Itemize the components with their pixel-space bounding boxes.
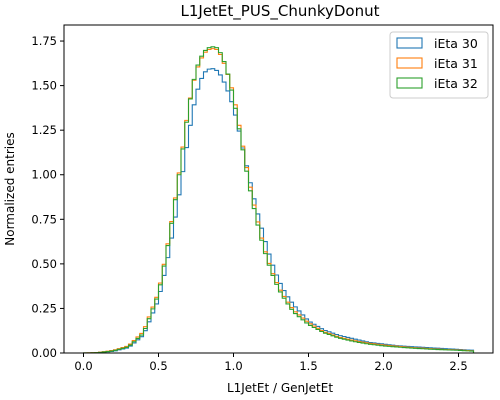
y-axis: 0.00 0.25 0.50 0.75 1.00 1.25 1.50 1.75 [31,34,64,360]
legend: iEta 30 iEta 31 iEta 32 [389,31,489,99]
legend-label-1: iEta 30 [434,36,478,51]
x-tick-label: 2.0 [374,359,392,373]
y-axis-label: Normalized entries [3,132,17,245]
x-tick-label: 0.0 [74,359,92,373]
series-line-1 [82,68,475,354]
x-axis: 0.0 0.5 1.0 1.5 2.0 2.5 [74,353,468,373]
plot-frame [63,24,494,354]
legend-label-2: iEta 31 [434,56,478,71]
legend-swatch-2 [396,57,423,69]
y-tick-label: 0.75 [31,212,57,226]
legend-label-3: iEta 32 [434,76,478,91]
y-tick-label: 1.75 [31,34,57,48]
chart-title: L1JetEt_PUS_ChunkyDonut [181,2,380,21]
y-tick-label: 0.50 [31,257,57,271]
legend-swatch-1 [396,37,423,49]
x-tick-label: 0.5 [149,359,167,373]
x-axis-label: L1JetEt / GenJetEt [227,381,333,395]
plot-series [82,46,475,354]
y-tick-label: 0.25 [31,301,57,315]
x-tick-label: 2.5 [449,359,467,373]
y-tick-label: 1.50 [31,79,57,93]
y-tick-label: 0.00 [31,346,57,360]
x-tick-label: 1.0 [224,359,242,373]
y-tick-label: 1.00 [31,168,57,182]
x-tick-label: 1.5 [299,359,317,373]
legend-swatch-3 [396,77,423,89]
y-tick-label: 1.25 [31,123,57,137]
series-line-3 [82,46,475,354]
